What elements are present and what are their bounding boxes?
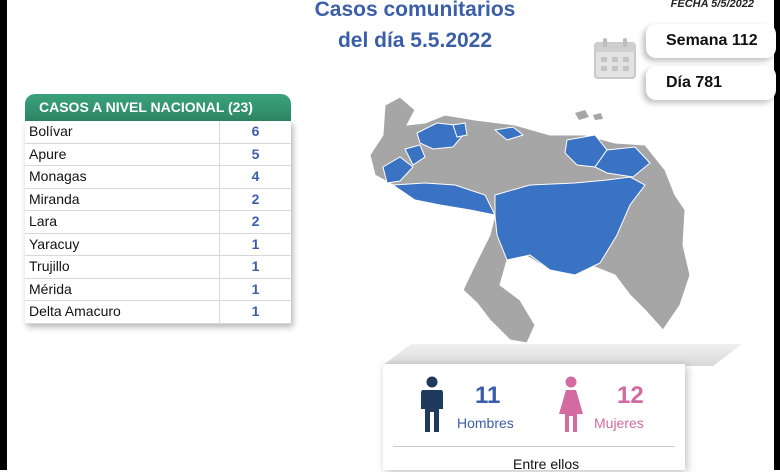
state-name: Apure	[25, 143, 220, 165]
women-label: Mujeres	[594, 415, 644, 431]
right-edge-bar	[774, 0, 780, 470]
table-body: Bolívar 6 Apure 5 Monagas 4 Miranda 2 Lara 2 Yarac…	[25, 121, 291, 324]
state-name: Trujillo	[25, 256, 220, 278]
state-name: Mérida	[25, 278, 220, 300]
table-row: Apure 5	[25, 143, 291, 166]
state-name: Yaracuy	[25, 233, 220, 255]
table-title: CASOS A NIVEL NACIONAL (23)	[25, 94, 291, 121]
day-label: Día 781	[666, 74, 723, 91]
table-row: Mérida 1	[25, 278, 291, 301]
summary-divider	[393, 446, 675, 447]
table-row: Delta Amacuro 1	[25, 301, 291, 324]
table-row: Miranda 2	[25, 188, 291, 211]
table-row: Monagas 4	[25, 166, 291, 189]
map-region-trujillo	[404, 144, 426, 166]
title-line-1: Casos comunitarios	[314, 0, 516, 21]
case-count: 1	[251, 235, 260, 252]
men-label: Hombres	[457, 415, 514, 431]
map-region-lara	[416, 122, 464, 150]
calendar-icon	[594, 38, 636, 79]
entre-ellos-label: Entre ellos	[513, 456, 580, 472]
map-region-miranda	[493, 126, 525, 141]
map-region-delta	[594, 146, 651, 178]
table-row: Yaracuy 1	[25, 233, 291, 256]
week-label: Semana 112	[666, 32, 758, 49]
state-name: Monagas	[25, 166, 220, 188]
date-label: FECHA 5/5/2022	[670, 0, 754, 10]
map-islands	[575, 110, 603, 120]
case-count: 1	[251, 258, 260, 274]
table-row: Bolívar 6	[25, 121, 291, 144]
state-name: Miranda	[25, 188, 220, 210]
map-region-merida	[382, 156, 414, 184]
gender-summary: 11 Hombres 12 Mujeres Entre ellos	[383, 364, 685, 472]
case-count: 2	[251, 190, 260, 207]
table-row: Lara 2	[25, 211, 291, 234]
cases-table: CASOS A NIVEL NACIONAL (23) Bolívar 6 Apur…	[25, 94, 291, 324]
men-count: 11	[475, 382, 501, 409]
map-region-bolivar	[494, 176, 646, 276]
map-region-yaracuy	[452, 122, 468, 138]
day-box: Día 781	[646, 66, 776, 100]
case-count: 4	[251, 168, 260, 184]
case-count: 1	[251, 303, 260, 319]
case-count: 5	[251, 145, 260, 162]
title-line-2: del día 5.5.2022	[337, 29, 493, 52]
case-count: 2	[251, 213, 260, 229]
man-icon	[421, 376, 443, 432]
left-edge-bar	[0, 0, 7, 470]
venezuela-map	[369, 96, 691, 344]
case-count: 6	[251, 123, 260, 139]
table-row: Trujillo 1	[25, 256, 291, 279]
state-name: Delta Amacuro	[25, 301, 220, 323]
women-count: 12	[617, 382, 644, 409]
case-count: 1	[251, 280, 260, 297]
woman-icon	[559, 376, 583, 432]
summary-header-bar	[382, 344, 742, 366]
week-box: Semana 112	[646, 24, 776, 58]
page-title: Casos comunitarios del día 5.5.2022	[280, 0, 550, 56]
state-name: Bolívar	[25, 121, 220, 143]
state-name: Lara	[25, 211, 220, 233]
